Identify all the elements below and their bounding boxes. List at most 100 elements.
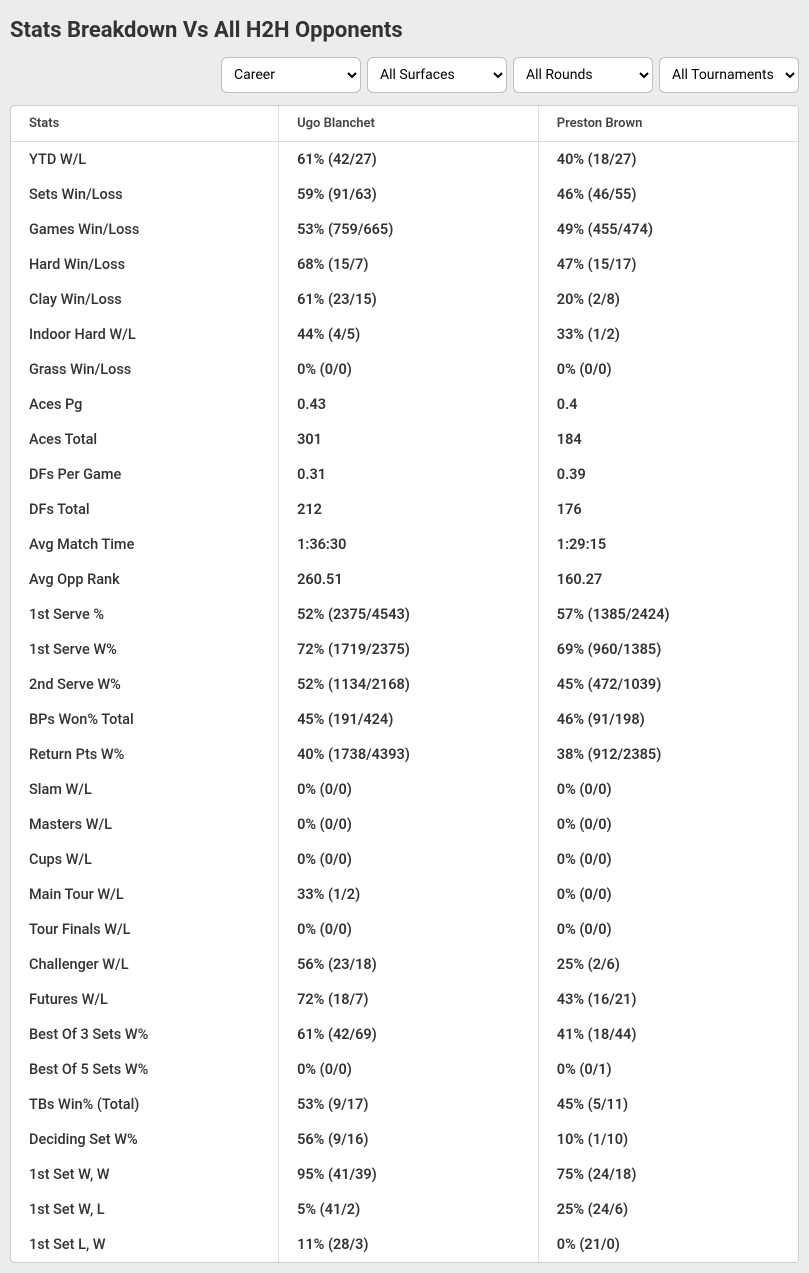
player1-value-cell: 56% (23/18) [279,947,539,982]
player1-value-cell: 44% (4/5) [279,317,539,352]
player2-value-cell: 160.27 [538,562,798,597]
table-row: Masters W/L0% (0/0)0% (0/0) [11,807,798,842]
table-row: 2nd Serve W%52% (1134/2168)45% (472/1039… [11,667,798,702]
player1-value-cell: 212 [279,492,539,527]
player2-value-cell: 0% (0/0) [538,352,798,387]
table-row: Avg Match Time1:36:301:29:15 [11,527,798,562]
player2-value-cell: 38% (912/2385) [538,737,798,772]
player2-value-cell: 49% (455/474) [538,212,798,247]
table-row: Return Pts W%40% (1738/4393)38% (912/238… [11,737,798,772]
player1-value-cell: 11% (28/3) [279,1227,539,1262]
stat-name-cell: Deciding Set W% [11,1122,279,1157]
player1-value-cell: 0% (0/0) [279,842,539,877]
player1-value-cell: 0% (0/0) [279,1052,539,1087]
player1-value-cell: 0% (0/0) [279,807,539,842]
table-row: Best Of 3 Sets W%61% (42/69)41% (18/44) [11,1017,798,1052]
player1-value-cell: 5% (41/2) [279,1192,539,1227]
stat-name-cell: YTD W/L [11,142,279,177]
stat-name-cell: Indoor Hard W/L [11,317,279,352]
player1-value-cell: 72% (1719/2375) [279,632,539,667]
stat-name-cell: Avg Match Time [11,527,279,562]
table-row: Sets Win/Loss59% (91/63)46% (46/55) [11,177,798,212]
filter-tournament-select[interactable]: All Tournaments [659,57,799,93]
player2-value-cell: 43% (16/21) [538,982,798,1017]
player2-value-cell: 47% (15/17) [538,247,798,282]
table-row: Indoor Hard W/L44% (4/5)33% (1/2) [11,317,798,352]
filter-round-select[interactable]: All Rounds [513,57,653,93]
player1-value-cell: 56% (9/16) [279,1122,539,1157]
table-row: 1st Set W, L5% (41/2)25% (24/6) [11,1192,798,1227]
stat-name-cell: Challenger W/L [11,947,279,982]
player1-value-cell: 68% (15/7) [279,247,539,282]
stat-name-cell: BPs Won% Total [11,702,279,737]
player2-value-cell: 46% (91/198) [538,702,798,737]
filter-surface-select[interactable]: All Surfaces [367,57,507,93]
player2-value-cell: 0% (0/0) [538,842,798,877]
table-row: Best Of 5 Sets W%0% (0/0)0% (0/1) [11,1052,798,1087]
player1-value-cell: 61% (42/27) [279,142,539,177]
table-row: Games Win/Loss53% (759/665)49% (455/474) [11,212,798,247]
table-row: BPs Won% Total45% (191/424)46% (91/198) [11,702,798,737]
player1-value-cell: 61% (42/69) [279,1017,539,1052]
stat-name-cell: Aces Total [11,422,279,457]
table-row: Futures W/L72% (18/7)43% (16/21) [11,982,798,1017]
stat-name-cell: Tour Finals W/L [11,912,279,947]
table-row: TBs Win% (Total)53% (9/17)45% (5/11) [11,1087,798,1122]
stat-name-cell: Slam W/L [11,772,279,807]
player2-value-cell: 40% (18/27) [538,142,798,177]
player1-value-cell: 0.43 [279,387,539,422]
stat-name-cell: Best Of 3 Sets W% [11,1017,279,1052]
table-row: 1st Set L, W11% (28/3)0% (21/0) [11,1227,798,1262]
table-row: Slam W/L0% (0/0)0% (0/0) [11,772,798,807]
table-row: Tour Finals W/L0% (0/0)0% (0/0) [11,912,798,947]
table-row: Challenger W/L56% (23/18)25% (2/6) [11,947,798,982]
player2-value-cell: 0% (0/0) [538,807,798,842]
player2-value-cell: 0% (21/0) [538,1227,798,1262]
stat-name-cell: Main Tour W/L [11,877,279,912]
player1-value-cell: 45% (191/424) [279,702,539,737]
stat-name-cell: Best Of 5 Sets W% [11,1052,279,1087]
stat-name-cell: Futures W/L [11,982,279,1017]
stats-panel: Stats Ugo Blanchet Preston Brown YTD W/L… [10,105,799,1263]
stat-name-cell: TBs Win% (Total) [11,1087,279,1122]
filter-bar: Career All Surfaces All Rounds All Tourn… [10,57,799,93]
stat-name-cell: 1st Serve % [11,597,279,632]
page-title: Stats Breakdown Vs All H2H Opponents [10,18,799,43]
player2-value-cell: 46% (46/55) [538,177,798,212]
player1-value-cell: 53% (759/665) [279,212,539,247]
stat-name-cell: Return Pts W% [11,737,279,772]
stat-name-cell: 1st Set L, W [11,1227,279,1262]
stat-name-cell: DFs Per Game [11,457,279,492]
stat-name-cell: Games Win/Loss [11,212,279,247]
player1-value-cell: 61% (23/15) [279,282,539,317]
player1-value-cell: 53% (9/17) [279,1087,539,1122]
column-header-player1: Ugo Blanchet [279,106,539,142]
player2-value-cell: 1:29:15 [538,527,798,562]
player2-value-cell: 0.4 [538,387,798,422]
stat-name-cell: 1st Serve W% [11,632,279,667]
filter-time-select[interactable]: Career [221,57,361,93]
table-row: DFs Per Game0.310.39 [11,457,798,492]
column-header-player2: Preston Brown [538,106,798,142]
table-row: Deciding Set W%56% (9/16)10% (1/10) [11,1122,798,1157]
player1-value-cell: 0% (0/0) [279,772,539,807]
player2-value-cell: 41% (18/44) [538,1017,798,1052]
table-row: Hard Win/Loss68% (15/7)47% (15/17) [11,247,798,282]
table-row: Main Tour W/L33% (1/2)0% (0/0) [11,877,798,912]
player2-value-cell: 75% (24/18) [538,1157,798,1192]
stat-name-cell: Avg Opp Rank [11,562,279,597]
table-row: 1st Serve W%72% (1719/2375)69% (960/1385… [11,632,798,667]
player2-value-cell: 45% (472/1039) [538,667,798,702]
column-header-stats: Stats [11,106,279,142]
stat-name-cell: 2nd Serve W% [11,667,279,702]
player2-value-cell: 57% (1385/2424) [538,597,798,632]
player2-value-cell: 33% (1/2) [538,317,798,352]
table-row: Avg Opp Rank260.51160.27 [11,562,798,597]
player2-value-cell: 184 [538,422,798,457]
stat-name-cell: Aces Pg [11,387,279,422]
stat-name-cell: Sets Win/Loss [11,177,279,212]
table-row: Aces Pg0.430.4 [11,387,798,422]
player1-value-cell: 0% (0/0) [279,352,539,387]
player1-value-cell: 52% (1134/2168) [279,667,539,702]
player2-value-cell: 0.39 [538,457,798,492]
